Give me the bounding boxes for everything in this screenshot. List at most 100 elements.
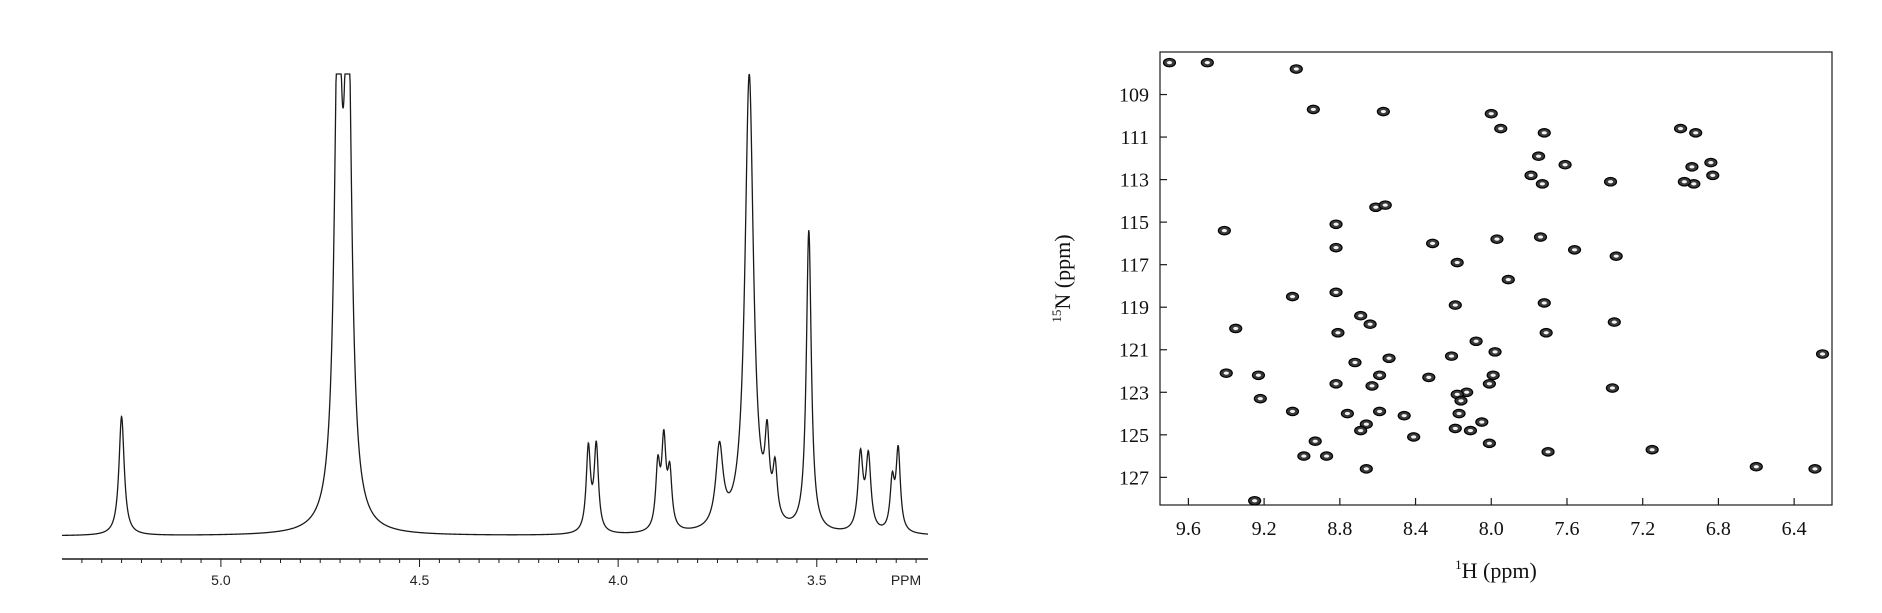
cross-peak [1469, 336, 1483, 347]
cross-peak [1815, 349, 1830, 359]
cross-peak [1452, 408, 1466, 419]
cross-peak [1486, 370, 1500, 381]
cross-peak [1329, 378, 1343, 389]
x-tick-label-2d: 7.2 [1630, 518, 1655, 540]
cross-peak [1365, 381, 1379, 391]
cross-peak [1444, 351, 1459, 361]
cross-peak [1200, 57, 1214, 68]
y-tick-label-2d: 121 [1119, 340, 1149, 362]
cross-peak [1382, 353, 1396, 364]
cross-peak [1689, 128, 1703, 138]
cross-peak [1354, 425, 1368, 436]
cross-peak [1285, 291, 1300, 302]
cross-peak [1425, 238, 1440, 249]
cross-peak [1808, 464, 1822, 474]
cross-peak [1533, 232, 1548, 242]
cross-peak [1607, 317, 1621, 327]
cross-peak [1524, 170, 1538, 181]
x-axis-label-2d: 1H (ppm) [1455, 557, 1537, 583]
cross-peak [1319, 451, 1334, 461]
cross-peak [1704, 157, 1718, 168]
cross-peak [1329, 287, 1343, 298]
cross-peak [1448, 300, 1462, 310]
y-axis-label-2d: 15N (ppm) [1049, 234, 1075, 322]
cross-peak [1645, 444, 1659, 455]
cross-peak [1490, 234, 1504, 244]
cross-peak [1448, 423, 1462, 434]
y-axis-label-main: N (ppm) [1050, 234, 1075, 309]
y-tick-label-2d: 117 [1120, 255, 1149, 277]
x-tick-label-1d: 3.5 [807, 572, 827, 588]
cross-peak [1217, 225, 1231, 236]
cross-peak [1488, 347, 1502, 357]
y-axis-label-superscript: 15 [1049, 310, 1064, 323]
cross-peak [1289, 64, 1303, 74]
cross-peak [1475, 417, 1489, 427]
cross-peak [1454, 395, 1468, 406]
cross-peak [1397, 410, 1411, 421]
cross-peak [1539, 327, 1553, 338]
cross-peak [1537, 298, 1551, 308]
cross-peak [1537, 128, 1551, 138]
cross-peak [1685, 162, 1699, 172]
cross-peak [1673, 123, 1688, 134]
cross-peak [1605, 383, 1620, 393]
y-tick-label-2d: 125 [1119, 425, 1149, 447]
y-tick-label-2d: 123 [1119, 382, 1149, 404]
cross-peak [1706, 170, 1720, 181]
cross-peak [1422, 372, 1436, 383]
x-tick-label-1d: 4.0 [608, 572, 628, 588]
x-axis-label-1d: PPM [891, 572, 921, 588]
y-tick-label-2d: 111 [1120, 127, 1149, 149]
cross-peak [1306, 104, 1320, 115]
x-tick-label-2d: 8.8 [1327, 518, 1352, 540]
y-tick-label-2d: 119 [1120, 297, 1149, 319]
cross-peak [1285, 406, 1300, 417]
x-tick-label-1d: 4.5 [410, 572, 430, 588]
cross-peak [1253, 393, 1267, 404]
cross-peak [1482, 438, 1496, 449]
x-tick-label-2d: 8.0 [1479, 518, 1504, 540]
cross-peak [1251, 370, 1266, 381]
cross-peak [1248, 495, 1262, 506]
cross-peak [1329, 242, 1343, 253]
spectrum-trace [61, 73, 929, 537]
cross-peak [1609, 251, 1623, 261]
cross-peak [1749, 461, 1763, 472]
cross-peak [1482, 378, 1496, 389]
cross-peak [1531, 151, 1546, 162]
y-tick-label-2d: 113 [1120, 170, 1149, 192]
cross-peak [1450, 257, 1464, 268]
cross-peak [1340, 408, 1355, 419]
cross-peak [1348, 357, 1362, 368]
cross-peak [1567, 244, 1582, 255]
cross-peak [1308, 436, 1322, 446]
cross-peak [1372, 406, 1387, 417]
cross-peak [1297, 451, 1311, 461]
cross-peak [1331, 327, 1345, 338]
cross-peak [1535, 179, 1549, 189]
cross-peak [1354, 310, 1368, 321]
y-tick-label-2d: 109 [1119, 85, 1149, 107]
y-tick-label-2d: 127 [1119, 467, 1149, 489]
cross-peak [1541, 447, 1555, 457]
x-tick-label-2d: 6.8 [1706, 518, 1731, 540]
cross-peak [1162, 57, 1177, 68]
cross-peak [1359, 464, 1373, 474]
cross-peak [1407, 432, 1421, 442]
cross-peak [1363, 319, 1377, 330]
cross-peak [1376, 106, 1390, 117]
x-axis-label-main: H (ppm) [1462, 558, 1537, 583]
proton-nmr-spectrum-panel: 5.0 4.5 4.0 3.5 PPM [61, 73, 929, 588]
x-tick-label-2d: 8.4 [1403, 518, 1428, 540]
cross-peak [1558, 159, 1572, 170]
cross-peak [1229, 323, 1243, 334]
cross-peak [1372, 370, 1387, 381]
cross-peak [1484, 108, 1498, 119]
x-tick-label-2d: 9.2 [1252, 518, 1277, 540]
x-tick-label-2d: 6.4 [1782, 518, 1807, 540]
plot-frame-2d [1159, 51, 1833, 506]
cross-peak [1603, 176, 1618, 187]
cross-peak [1463, 425, 1478, 436]
cross-peak [1677, 176, 1691, 187]
